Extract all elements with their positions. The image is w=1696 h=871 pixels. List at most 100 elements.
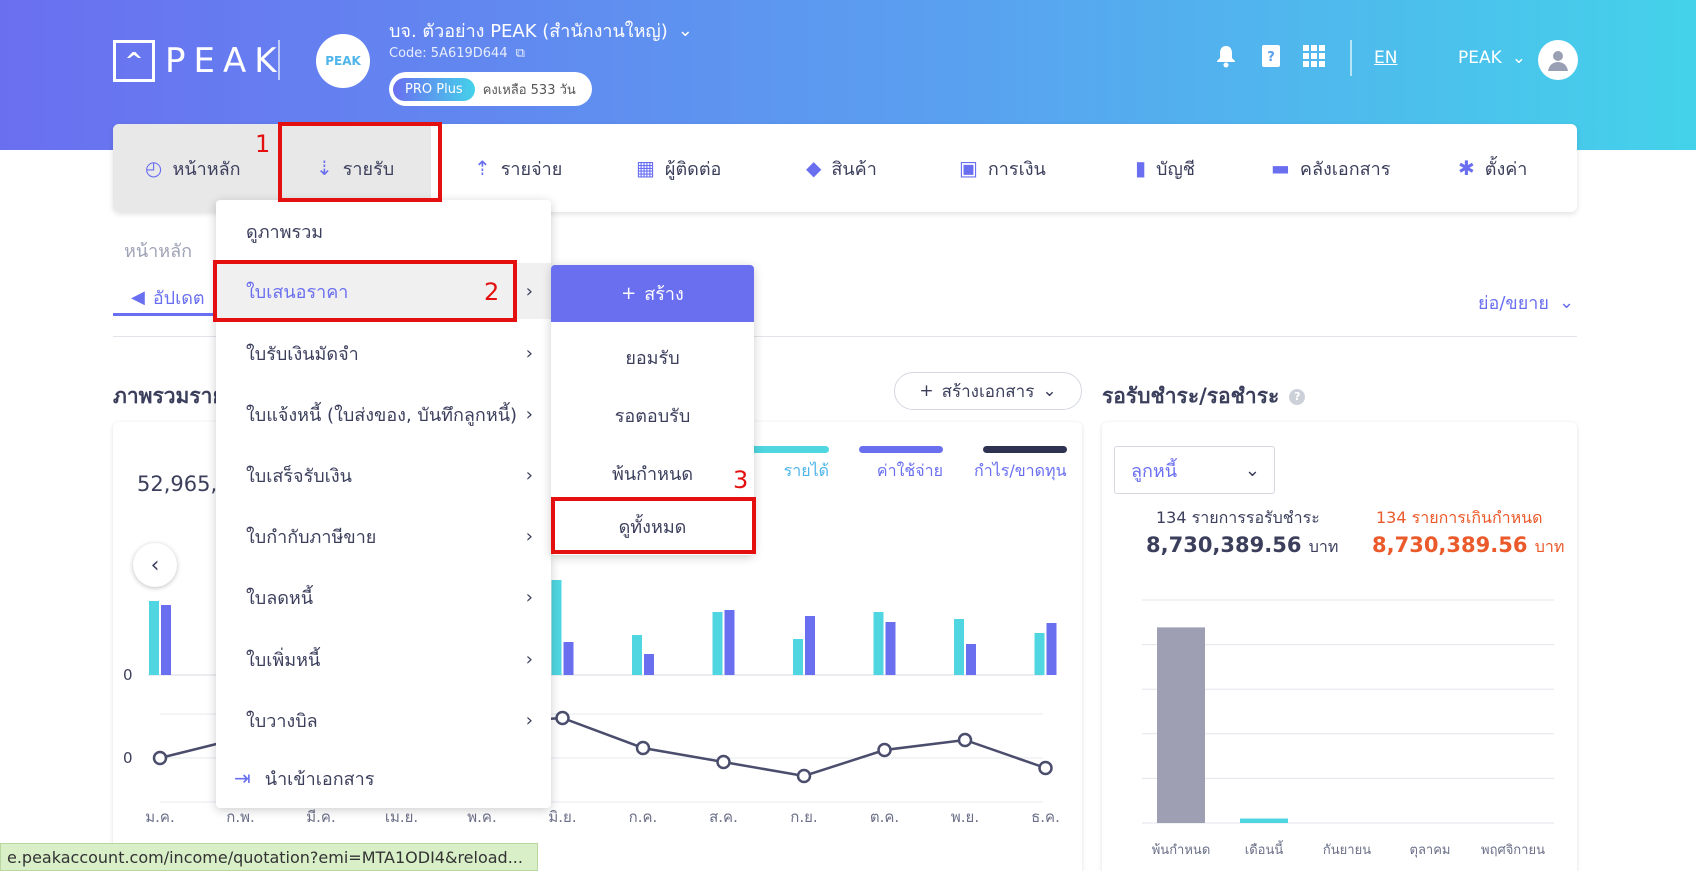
legend-profit[interactable]: กำไร/ขาดทุน bbox=[974, 446, 1067, 484]
bar-income[interactable] bbox=[551, 580, 562, 675]
receivable-type-select[interactable]: ลูกหนี้ ⌄ bbox=[1114, 446, 1275, 494]
chevron-down-icon: ⌄ bbox=[1511, 48, 1527, 68]
menu-label: นำเข้าเอกสาร bbox=[264, 768, 375, 790]
menu-item-credit-note[interactable]: ใบลดหนี้ › bbox=[216, 569, 551, 625]
divider bbox=[278, 40, 280, 80]
company-switcher[interactable]: บจ. ตัวอย่าง PEAK (สำนักงานใหญ่) ⌄ bbox=[389, 16, 693, 45]
nav-item-accounting[interactable]: ▮ บัญชี bbox=[1135, 124, 1195, 212]
submenu-item-view-all[interactable]: ดูทั้งหมด bbox=[618, 516, 687, 538]
profit-point[interactable] bbox=[635, 740, 651, 756]
menu-item-quotation[interactable]: ใบเสนอราคา › bbox=[216, 263, 551, 319]
menu-item-import[interactable]: ⇥ นำเข้าเอกสาร bbox=[216, 750, 551, 806]
user-name: PEAK bbox=[1458, 48, 1502, 68]
company-name: บจ. ตัวอย่าง PEAK (สำนักงานใหญ่) bbox=[389, 21, 668, 42]
svg-text:?: ? bbox=[1267, 50, 1275, 65]
chevron-right-icon: › bbox=[525, 464, 533, 486]
legend-income[interactable]: รายได้ bbox=[745, 446, 829, 484]
user-menu[interactable]: PEAK ⌄ bbox=[1458, 48, 1526, 68]
bar-expense[interactable] bbox=[885, 622, 896, 675]
legend-swatch bbox=[982, 446, 1067, 453]
bar-income[interactable] bbox=[793, 639, 803, 675]
plan-days-left: คงเหลือ 533 วัน bbox=[482, 82, 576, 98]
submenu-item-awaiting[interactable]: รอตอบรับ bbox=[614, 405, 691, 427]
peak-logo[interactable]: ^ PEAK bbox=[113, 40, 285, 82]
nav-item-settings[interactable]: ✱ ตั้งค่า bbox=[1458, 124, 1527, 212]
menu-label: ดูภาพรวม bbox=[246, 221, 324, 243]
menu-item-overview[interactable]: ดูภาพรวม bbox=[216, 203, 551, 259]
menu-item-deposit-receipt[interactable]: ใบรับเงินมัดจำ › bbox=[216, 325, 551, 381]
profit-point[interactable] bbox=[957, 732, 973, 748]
bar-expense[interactable] bbox=[161, 605, 171, 675]
help-icon[interactable]: ? bbox=[1289, 388, 1306, 405]
create-quotation-button[interactable]: + สร้าง bbox=[551, 265, 754, 322]
plan-pill[interactable]: PRO Plus คงเหลือ 533 วัน bbox=[389, 72, 592, 106]
bar-receivable[interactable] bbox=[1157, 627, 1205, 823]
help-book-icon[interactable]: ? bbox=[1257, 42, 1285, 70]
nav-label: การเงิน bbox=[987, 158, 1046, 180]
bar-income[interactable] bbox=[712, 612, 723, 675]
nav-item-products[interactable]: ◆ สินค้า bbox=[806, 124, 877, 212]
breadcrumb[interactable]: หน้าหลัก bbox=[124, 241, 193, 262]
x-tick-label: มี.ค. bbox=[306, 808, 335, 826]
submenu-item-overdue[interactable]: พ้นกำหนด bbox=[611, 463, 694, 485]
annotation-box-2 bbox=[213, 260, 517, 322]
menu-item-invoice[interactable]: ใบแจ้งหนี้ (ใบส่งของ, บันทึกลูกหนี้) › bbox=[216, 386, 551, 442]
bar-expense[interactable] bbox=[805, 616, 815, 675]
chevron-left-icon[interactable]: ‹ bbox=[133, 543, 177, 587]
profit-point[interactable] bbox=[716, 754, 731, 770]
tab-update[interactable]: ◀ อัปเดต bbox=[113, 282, 223, 316]
menu-item-debit-note[interactable]: ใบเพิ่มหนี้ › bbox=[216, 631, 551, 687]
menu-item-tax-invoice[interactable]: ใบกำกับภาษีขาย › bbox=[216, 508, 551, 564]
bar-expense[interactable] bbox=[966, 644, 976, 675]
nav-item-documents[interactable]: ▬ คลังเอกสาร bbox=[1271, 124, 1390, 212]
apps-grid-icon[interactable] bbox=[1300, 42, 1328, 70]
import-icon: ⇥ bbox=[234, 766, 251, 790]
profit-point[interactable] bbox=[796, 768, 812, 784]
copy-icon[interactable]: ⧉ bbox=[515, 46, 525, 61]
nav-item-home[interactable]: ◴ หน้าหลัก bbox=[113, 124, 280, 212]
annotation-number: 3 bbox=[733, 466, 749, 494]
profit-point[interactable] bbox=[1038, 760, 1053, 776]
user-avatar[interactable] bbox=[1538, 40, 1578, 80]
bar-income[interactable] bbox=[632, 635, 642, 675]
menu-item-receipt[interactable]: ใบเสร็จรับเงิน › bbox=[216, 447, 551, 503]
receivables-title: รอรับชำระ/รอชำระ ? bbox=[1102, 380, 1306, 413]
nav-label: หน้าหลัก bbox=[172, 158, 241, 180]
bar-expense[interactable] bbox=[563, 642, 574, 675]
bar-receivable[interactable] bbox=[1240, 818, 1288, 823]
bar-income[interactable] bbox=[1034, 633, 1045, 675]
collapse-label: ย่อ/ขยาย bbox=[1478, 293, 1549, 314]
x-tick-label: ตุลาคม bbox=[1410, 843, 1451, 858]
legend-expense[interactable]: ค่าใช้จ่าย bbox=[859, 446, 943, 484]
profit-point[interactable] bbox=[152, 750, 168, 766]
nav-item-expense[interactable]: ⇡ รายจ่าย bbox=[474, 124, 562, 212]
company-avatar[interactable]: PEAK bbox=[316, 34, 370, 88]
bar-income[interactable] bbox=[873, 612, 884, 675]
nav-label: รายจ่าย bbox=[500, 158, 563, 180]
x-tick-label: ธ.ค. bbox=[1031, 808, 1060, 826]
bar-expense[interactable] bbox=[644, 654, 654, 675]
profit-point[interactable] bbox=[877, 742, 892, 758]
nav-label: ผู้ติดต่อ bbox=[664, 158, 722, 180]
bar-expense[interactable] bbox=[724, 610, 735, 675]
bar-expense[interactable] bbox=[1046, 623, 1057, 675]
collapse-toggle[interactable]: ย่อ/ขยาย ⌄ bbox=[1478, 288, 1574, 317]
nav-item-income[interactable]: ⇣ รายรับ bbox=[280, 124, 431, 212]
plan-badge: PRO Plus bbox=[393, 77, 475, 101]
nav-item-finance[interactable]: ▣ การเงิน bbox=[959, 124, 1046, 212]
legend-label: ค่าใช้จ่าย bbox=[876, 461, 943, 480]
language-switch[interactable]: EN bbox=[1374, 48, 1398, 68]
plus-icon: + bbox=[919, 381, 934, 401]
receivables-chart: พ้นกำหนด เดือนนี้ กันยายน ตุลาคม พฤศจิกายน bbox=[1142, 599, 1554, 858]
x-tick-label: พ.ย. bbox=[951, 808, 979, 826]
bar-income[interactable] bbox=[954, 619, 964, 675]
bar-income[interactable] bbox=[149, 601, 159, 675]
submenu-item-accepted[interactable]: ยอมรับ bbox=[625, 347, 680, 369]
profit-point[interactable] bbox=[555, 710, 570, 726]
bell-icon[interactable] bbox=[1212, 42, 1240, 70]
menu-item-billing-note[interactable]: ใบวางบิล › bbox=[216, 692, 551, 748]
create-document-button[interactable]: + สร้างเอกสาร ⌄ bbox=[894, 372, 1082, 410]
chevron-right-icon: › bbox=[525, 403, 533, 425]
nav-item-contacts[interactable]: ▦ ผู้ติดต่อ bbox=[636, 124, 721, 212]
chevron-right-icon: › bbox=[525, 525, 533, 547]
